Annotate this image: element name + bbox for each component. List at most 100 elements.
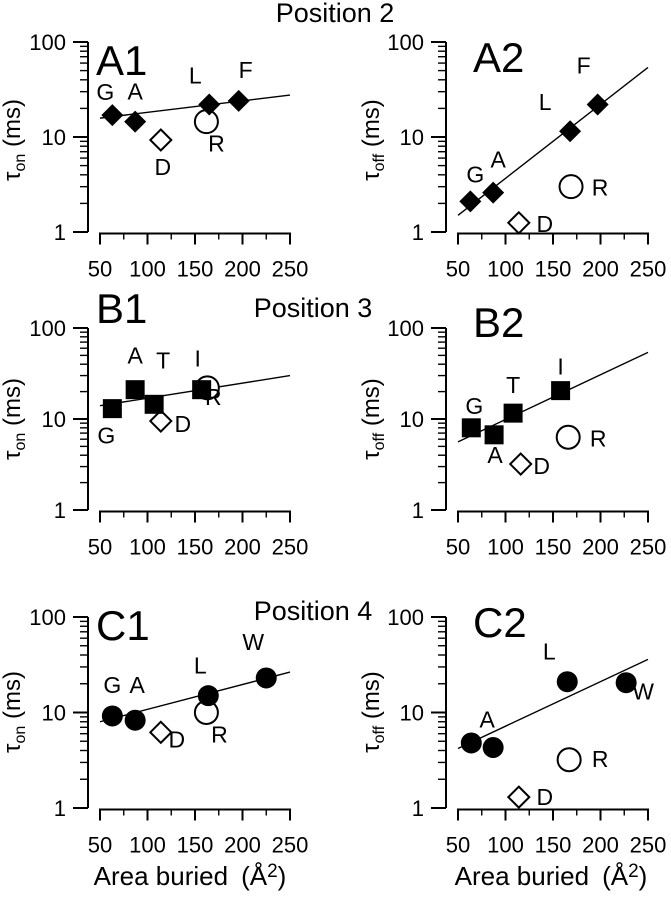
panel-C2: 1 10 100 50 100 150 200 250 A L W R D C2 τoff (ms) xyxy=(358,599,666,858)
x-tick-label: 250 xyxy=(272,833,309,858)
point-label-I: I xyxy=(194,346,200,372)
y-tick-label: 1 xyxy=(54,796,66,821)
x-tick-label: 50 xyxy=(88,535,112,560)
point-label-D: D xyxy=(533,453,550,479)
data-point-D xyxy=(148,720,173,745)
data-point-L xyxy=(197,685,219,707)
y-axis-label: τon (ms) xyxy=(0,99,29,181)
y-tick-label: 10 xyxy=(400,407,424,432)
x-tick-label: 250 xyxy=(272,535,309,560)
point-label-G: G xyxy=(96,79,114,105)
point-label-D: D xyxy=(174,411,191,437)
y-tick-label: 10 xyxy=(400,125,424,150)
point-label-L: L xyxy=(189,62,202,88)
y-tick-label: 1 xyxy=(412,796,424,821)
panel-label: C1 xyxy=(96,602,150,649)
data-point-T xyxy=(144,394,164,414)
x-tick-label: 200 xyxy=(224,257,261,282)
data-point-G xyxy=(102,399,122,419)
x-tick-label: 50 xyxy=(88,833,112,858)
y-tick-label: 10 xyxy=(42,407,66,432)
x-tick-label: 200 xyxy=(582,833,619,858)
x-tick-label: 150 xyxy=(535,535,572,560)
x-tick-label: 150 xyxy=(177,535,214,560)
x-tick-label: 200 xyxy=(224,833,261,858)
y-tick-label: 100 xyxy=(29,316,66,341)
point-label-G: G xyxy=(465,393,483,419)
panel-A2: 1 10 100 50 100 150 200 250 GA LF R D A2 τoff (ms) xyxy=(358,30,666,282)
point-label-L: L xyxy=(543,639,556,665)
y-tick-label: 10 xyxy=(42,701,66,726)
y-axis-label: τon (ms) xyxy=(0,671,29,753)
point-label-R: R xyxy=(208,131,225,157)
point-label-G: G xyxy=(103,672,121,698)
x-tick-label: 150 xyxy=(177,257,214,282)
point-label-R: R xyxy=(592,175,609,201)
point-label-G: G xyxy=(466,161,484,187)
y-tick-label: 100 xyxy=(387,316,424,341)
data-point-A xyxy=(124,709,146,731)
point-label-R: R xyxy=(211,722,228,748)
x-tick-label: 50 xyxy=(88,257,112,282)
point-label-T: T xyxy=(506,372,520,398)
panel-B1: 1 10 100 50 100 150 200 250 G A T IRD B1 τon (ms) xyxy=(0,285,308,560)
point-label-A: A xyxy=(129,672,145,698)
y-axis-label: τoff (ms) xyxy=(358,99,388,181)
x-tick-label: 100 xyxy=(129,535,166,560)
fit-line xyxy=(457,658,649,750)
x-tick-label: 150 xyxy=(535,833,572,858)
data-point xyxy=(460,732,482,754)
point-label-F: F xyxy=(577,52,591,78)
data-point-R xyxy=(556,747,582,773)
data-point-A xyxy=(124,110,147,133)
x-tick-label: 50 xyxy=(446,833,470,858)
x-axis-label: Area buried (Å2) xyxy=(94,861,287,891)
panel-label: C2 xyxy=(473,599,527,646)
point-label-D: D xyxy=(154,154,171,180)
x-tick-label: 250 xyxy=(630,257,667,282)
panel-label: A1 xyxy=(96,37,147,84)
panel-B2: 1 10 100 50 100 150 200 250 GA T I R D B2 τoff (ms) xyxy=(358,299,666,560)
data-point-F xyxy=(227,89,250,112)
data-point-I xyxy=(551,381,571,401)
x-tick-label: 200 xyxy=(224,535,261,560)
x-tick-label: 150 xyxy=(177,833,214,858)
point-label-I: I xyxy=(557,354,563,380)
data-point-A xyxy=(482,181,505,204)
point-label-D: D xyxy=(536,211,553,237)
point-label-D: D xyxy=(168,726,185,752)
data-point-D xyxy=(148,128,173,152)
y-axis-label: τoff (ms) xyxy=(358,671,388,753)
x-tick-label: 150 xyxy=(535,257,572,282)
point-label-W: W xyxy=(632,679,654,705)
y-tick-label: 1 xyxy=(54,220,66,245)
panel-label: B1 xyxy=(96,285,147,332)
data-point-D xyxy=(508,452,533,476)
y-tick-label: 100 xyxy=(387,605,424,630)
point-label-T: T xyxy=(156,347,170,373)
point-label-A: A xyxy=(487,442,503,468)
data-point-W xyxy=(255,667,277,689)
data-point-G xyxy=(461,418,481,438)
panel-A1: 1 10 100 50 100 150 200 250 G A L F R D A1 τon (ms) xyxy=(0,30,308,282)
x-tick-label: 100 xyxy=(487,833,524,858)
row-title: Position 3 xyxy=(254,293,373,323)
point-label-R: R xyxy=(590,425,607,451)
y-tick-label: 100 xyxy=(29,30,66,55)
data-point-A xyxy=(484,425,504,445)
x-axis-label: Area buried (Å2) xyxy=(455,861,648,891)
point-label-A: A xyxy=(127,343,143,369)
data-point-L xyxy=(559,120,582,143)
point-label-A: A xyxy=(479,707,495,733)
data-point-I xyxy=(192,380,212,400)
point-label-D: D xyxy=(536,784,553,810)
x-tick-label: 250 xyxy=(630,535,667,560)
panel-label: A2 xyxy=(473,34,524,81)
data-point-D xyxy=(506,785,531,810)
data-point-G xyxy=(101,705,123,727)
y-tick-label: 1 xyxy=(54,498,66,523)
data-point-G xyxy=(459,190,482,213)
panel-label: B2 xyxy=(473,299,524,346)
y-axis-label: τon (ms) xyxy=(0,378,29,460)
